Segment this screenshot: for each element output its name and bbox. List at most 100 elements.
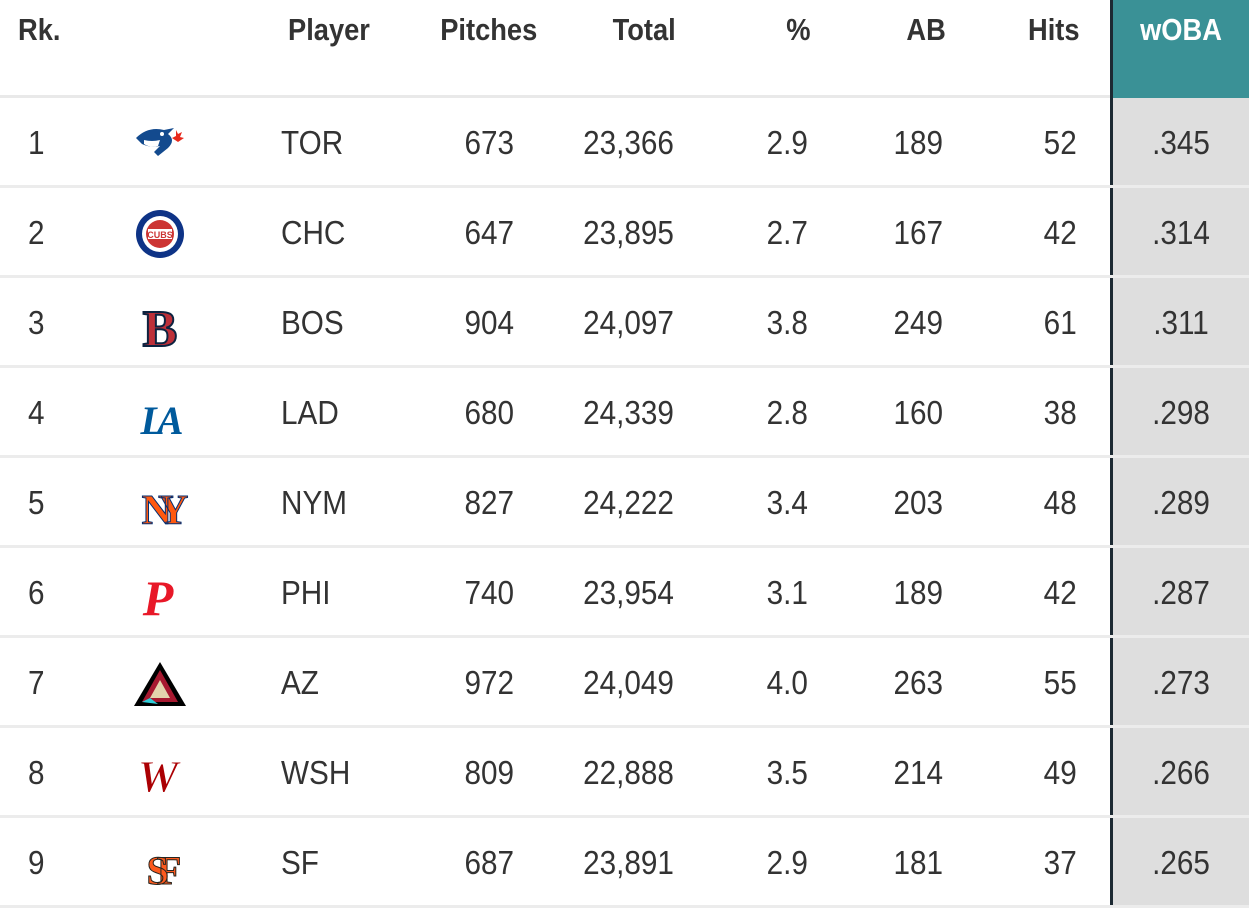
mets-logo-icon: NY [128, 478, 202, 535]
rank-cell: 4 [28, 394, 45, 431]
team-cell[interactable]: NYM [281, 484, 348, 521]
pitches-cell: 740 [464, 574, 514, 611]
table-row[interactable]: 6 P PHI 740 23,954 3.1 189 42 .287 [0, 548, 1249, 638]
column-header-pitches[interactable]: Pitches [439, 12, 537, 47]
pct-cell: 3.5 [766, 754, 808, 791]
table-row[interactable]: 8 W WSH 809 22,888 3.5 214 49 .266 [0, 728, 1249, 818]
rank-cell: 3 [28, 304, 45, 341]
table-row[interactable]: 7 AZ 972 24,049 4.0 263 55 .273 [0, 638, 1249, 728]
table-row[interactable]: 3 B BOS 904 24,097 3.8 249 61 .311 [0, 278, 1249, 368]
rank-cell: 5 [28, 484, 45, 521]
team-cell[interactable]: TOR [281, 124, 344, 161]
svg-text:NY: NY [142, 488, 188, 530]
svg-text:W: W [138, 751, 182, 800]
pct-cell: 2.9 [766, 124, 808, 161]
total-cell: 24,097 [583, 304, 674, 341]
hits-cell: 52 [1043, 124, 1077, 161]
pitches-cell: 827 [464, 484, 514, 521]
ab-cell: 249 [893, 304, 943, 341]
pct-cell: 3.1 [766, 574, 808, 611]
hits-cell: 48 [1043, 484, 1077, 521]
pct-cell: 4.0 [766, 664, 808, 701]
total-cell: 24,339 [583, 394, 674, 431]
column-header-player[interactable]: Player [288, 12, 370, 47]
hits-cell: 49 [1043, 754, 1077, 791]
woba-cell: .287 [1110, 548, 1249, 635]
table-row[interactable]: 1 TOR 673 23,366 2.9 189 52 .345 [0, 98, 1249, 188]
ab-cell: 189 [893, 124, 943, 161]
rank-cell: 7 [28, 664, 45, 701]
team-cell[interactable]: WSH [281, 754, 351, 791]
column-header-pct[interactable]: % [786, 12, 811, 47]
phillies-logo-icon: P [128, 568, 192, 626]
woba-cell: .273 [1110, 638, 1249, 725]
total-cell: 24,222 [583, 484, 674, 521]
total-cell: 22,888 [583, 754, 674, 791]
total-cell: 24,049 [583, 664, 674, 701]
hits-cell: 38 [1043, 394, 1077, 431]
team-cell[interactable]: LAD [281, 394, 339, 431]
woba-cell: .345 [1110, 98, 1249, 185]
ab-cell: 181 [893, 844, 943, 881]
woba-cell: .314 [1110, 188, 1249, 275]
column-header-ab[interactable]: AB [906, 12, 946, 47]
column-header-woba[interactable]: wOBA [1110, 0, 1249, 98]
table-row[interactable]: 4 LA LAD 680 24,339 2.8 160 38 .298 [0, 368, 1249, 458]
cubs-logo-icon: CUBS [128, 208, 192, 260]
woba-cell: .298 [1110, 368, 1249, 455]
table-header: Rk. Player Pitches Total % AB Hits wOBA [0, 0, 1249, 98]
table-row[interactable]: 5 NY NYM 827 24,222 3.4 203 48 .289 [0, 458, 1249, 548]
total-cell: 23,895 [583, 214, 674, 251]
rank-cell: 6 [28, 574, 45, 611]
total-cell: 23,954 [583, 574, 674, 611]
table-row[interactable]: 2 CUBS CHC 647 23,895 2.7 167 42 .314 [0, 188, 1249, 278]
team-cell[interactable]: SF [281, 844, 319, 881]
pitches-cell: 673 [464, 124, 514, 161]
ab-cell: 203 [893, 484, 943, 521]
pitches-cell: 647 [464, 214, 514, 251]
woba-cell: .289 [1110, 458, 1249, 545]
svg-text:LA: LA [139, 398, 182, 440]
nationals-logo-icon: W [128, 748, 192, 803]
svg-text:P: P [142, 570, 174, 620]
woba-value: .314 [1152, 214, 1210, 251]
total-cell: 23,891 [583, 844, 674, 881]
rank-cell: 1 [28, 124, 45, 161]
column-header-woba-label: wOBA [1140, 12, 1222, 47]
team-cell[interactable]: AZ [281, 664, 319, 701]
woba-value: .265 [1152, 844, 1210, 881]
team-cell[interactable]: CHC [281, 214, 346, 251]
woba-cell: .266 [1110, 728, 1249, 815]
team-cell[interactable]: PHI [281, 574, 331, 611]
pitches-cell: 972 [464, 664, 514, 701]
hits-cell: 42 [1043, 574, 1077, 611]
team-cell[interactable]: BOS [281, 304, 344, 341]
column-header-total[interactable]: Total [612, 12, 676, 47]
column-header-rank[interactable]: Rk. [18, 12, 61, 47]
pct-cell: 3.4 [766, 484, 808, 521]
giants-logo-icon: SF [128, 838, 192, 894]
svg-text:B: B [143, 301, 178, 350]
column-header-hits[interactable]: Hits [1028, 12, 1080, 47]
diamondbacks-logo-icon [128, 658, 192, 710]
pitches-cell: 680 [464, 394, 514, 431]
hits-cell: 61 [1043, 304, 1077, 341]
woba-value: .311 [1153, 304, 1209, 341]
woba-value: .298 [1152, 394, 1210, 431]
table-row[interactable]: 9 SF SF 687 23,891 2.9 181 37 .265 [0, 818, 1249, 908]
rank-cell: 2 [28, 214, 45, 251]
pct-cell: 2.7 [766, 214, 808, 251]
red-sox-logo-icon: B [128, 298, 192, 359]
pct-cell: 3.8 [766, 304, 808, 341]
hits-cell: 42 [1043, 214, 1077, 251]
svg-text:CUBS: CUBS [147, 230, 173, 240]
woba-value: .287 [1152, 574, 1210, 611]
blue-jays-logo-icon [128, 118, 192, 170]
pct-cell: 2.9 [766, 844, 808, 881]
woba-value: .273 [1152, 664, 1210, 701]
hits-cell: 55 [1043, 664, 1077, 701]
woba-cell: .311 [1110, 278, 1249, 365]
svg-text:SF: SF [147, 848, 180, 890]
woba-value: .266 [1152, 754, 1210, 791]
